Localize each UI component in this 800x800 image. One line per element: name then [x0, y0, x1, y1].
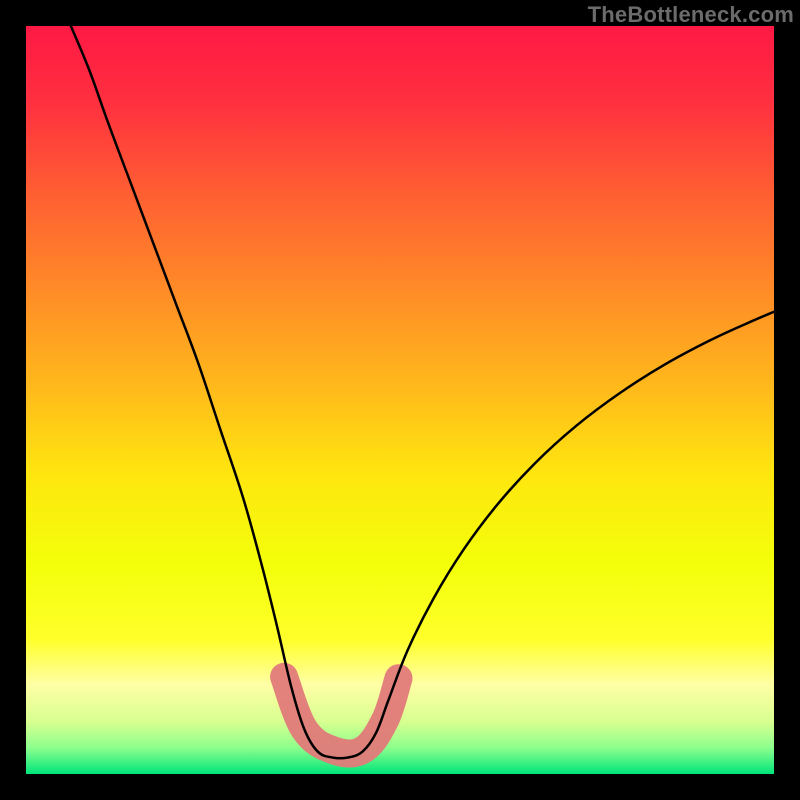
- chart-frame: TheBottleneck.com: [0, 0, 800, 800]
- gradient-background: [26, 26, 774, 774]
- curve-overlay: [26, 26, 774, 774]
- watermark-text: TheBottleneck.com: [588, 2, 794, 28]
- plot-area: [26, 26, 774, 774]
